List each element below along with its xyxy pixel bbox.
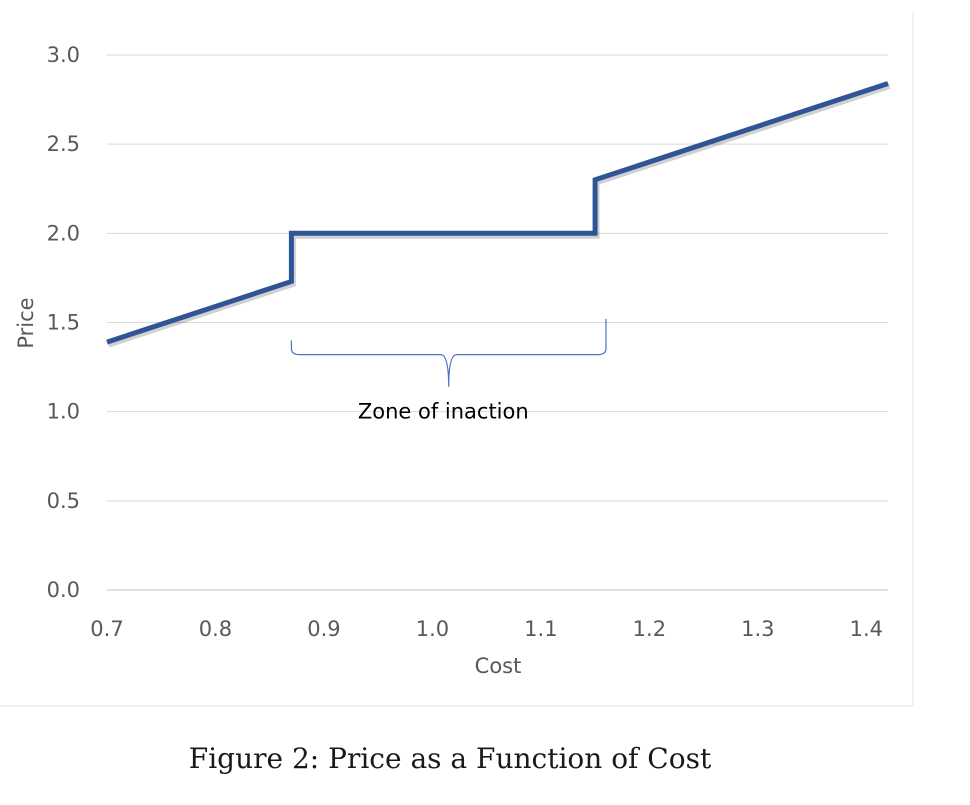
zone-brace	[290, 318, 607, 387]
x-tick-label: 1.1	[524, 617, 557, 641]
x-tick-label: 0.8	[199, 617, 232, 641]
x-tick-label: 1.3	[741, 617, 774, 641]
annotation-layer: Zone of inaction	[290, 318, 607, 424]
price-cost-chart: 0.0 0.5 1.0 1.5 2.0 2.5 3.0 0.7 0.8 0.9 1.0 1.1 1.2…	[0, 12, 914, 707]
y-tick-label: 0.5	[47, 489, 80, 513]
y-tick-label: 0.0	[47, 578, 80, 602]
series-layer	[106, 81, 891, 348]
x-axis-title: Cost	[475, 654, 522, 678]
x-tick-label: 0.9	[307, 617, 340, 641]
y-tick-label: 2.5	[47, 132, 80, 156]
series-line-shadow	[107, 83, 891, 348]
y-axis-title: Price	[14, 297, 38, 348]
x-tick-label: 0.7	[90, 617, 123, 641]
zone-of-inaction-label: Zone of inaction	[358, 400, 529, 424]
x-axis-ticks: 0.7 0.8 0.9 1.0 1.1 1.2 1.3 1.4	[90, 617, 883, 641]
y-tick-label: 1.0	[47, 400, 80, 424]
x-tick-label: 1.2	[633, 617, 666, 641]
y-tick-label: 3.0	[47, 43, 80, 67]
x-tick-label: 1.4	[850, 617, 883, 641]
x-tick-label: 1.0	[416, 617, 449, 641]
y-axis-ticks: 0.0 0.5 1.0 1.5 2.0 2.5 3.0	[47, 43, 80, 602]
y-tick-label: 1.5	[47, 311, 80, 335]
figure-caption: Figure 2: Price as a Function of Cost	[188, 742, 712, 775]
gridlines	[107, 54, 888, 591]
price-series-line	[106, 81, 889, 345]
y-tick-label: 2.0	[47, 221, 80, 245]
